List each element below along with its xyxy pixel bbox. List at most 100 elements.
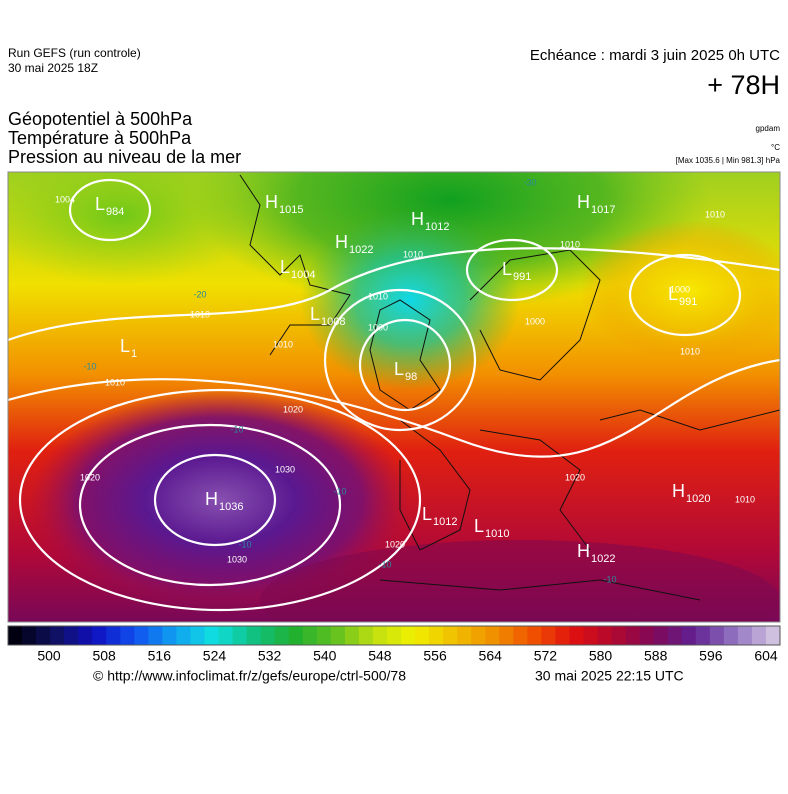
colorbar-swatch — [176, 626, 191, 645]
temperature-label: -10 — [378, 559, 391, 569]
issued-time: 30 mai 2025 22:15 UTC — [535, 668, 684, 684]
isobar-label: 1010 — [368, 291, 388, 301]
colorbar-swatch — [8, 626, 23, 645]
colorbar-tick-label: 580 — [589, 648, 613, 664]
isobar-label: 1010 — [705, 209, 725, 219]
isobar-label: 1010 — [735, 494, 755, 504]
colorbar-swatch — [457, 626, 472, 645]
colorbar-swatch — [120, 626, 135, 645]
colorbar-swatch — [597, 626, 613, 645]
center-kind: L — [668, 284, 678, 304]
colorbar-swatch — [723, 626, 739, 645]
colorbar-frame — [7, 625, 781, 646]
isobar-label: 1004 — [55, 194, 75, 204]
center-value: 991 — [513, 271, 531, 283]
colorbar-swatch — [148, 626, 163, 645]
center-value: 1010 — [485, 528, 509, 540]
colorbar-swatch — [358, 626, 374, 645]
temperature-label: -10 — [603, 574, 616, 584]
isobar-label: 1030 — [227, 554, 247, 564]
colorbar-swatch — [106, 626, 121, 645]
colorbar-swatch — [639, 626, 655, 645]
temperature-label: -10 — [83, 361, 96, 371]
colorbar-swatch — [667, 626, 683, 645]
colorbar-swatch — [92, 626, 107, 645]
temperature-label: -10 — [238, 539, 251, 549]
colorbar-tick-label: 548 — [368, 648, 392, 664]
unit-label: gpdam — [756, 124, 781, 133]
colorbar-tick-label: 532 — [258, 648, 282, 664]
colorbar-tick-label: 596 — [699, 648, 723, 664]
center-value: 991 — [679, 296, 697, 308]
colorbar-tick-label: 524 — [203, 648, 227, 664]
colorbar-swatch — [681, 626, 697, 645]
source-link: © http://www.infoclimat.fr/z/gefs/europe… — [93, 668, 406, 684]
isobar-label: 1010 — [680, 346, 700, 356]
center-kind: L — [502, 259, 512, 279]
center-value: 1008 — [321, 316, 345, 328]
coastlines — [239, 174, 780, 601]
colorbar-swatch — [190, 626, 206, 645]
colorbar-swatch — [513, 626, 528, 645]
colorbar-swatch — [471, 626, 486, 645]
isobar-label: 1010 — [403, 249, 423, 259]
center-value: 1017 — [591, 204, 615, 216]
lead-time: + 78H — [707, 70, 780, 100]
center-kind: H — [672, 481, 685, 501]
colorbar-swatch — [625, 626, 641, 645]
center-kind: H — [411, 209, 424, 229]
center-value: 1004 — [291, 269, 315, 281]
center-kind: H — [205, 489, 218, 509]
center-kind: H — [335, 232, 348, 252]
center-kind: L — [120, 336, 130, 356]
colorbar-swatch — [653, 626, 669, 645]
colorbar-swatch — [36, 626, 51, 645]
run-name: Run GEFS (run controle) — [8, 46, 141, 60]
unit-label: °C — [771, 143, 780, 152]
colorbar-swatch — [737, 626, 753, 645]
colorbar-swatch — [246, 626, 262, 645]
center-kind: L — [95, 194, 105, 214]
colorbar-swatch — [344, 626, 360, 645]
center-kind: L — [394, 359, 404, 379]
colorbar-tick-label: 572 — [534, 648, 558, 664]
center-kind: L — [422, 504, 432, 524]
center-value: 1012 — [425, 221, 449, 233]
colorbar-swatch — [372, 626, 388, 645]
center-kind: H — [265, 192, 278, 212]
map — [8, 172, 780, 622]
center-value: 1036 — [219, 501, 243, 513]
center-kind: H — [577, 541, 590, 561]
colorbar-swatch — [611, 626, 627, 645]
isobar-label: 1010 — [190, 309, 210, 319]
colorbar-swatch — [765, 626, 781, 645]
center-value: 1022 — [591, 553, 615, 565]
colorbar-tick-label: 508 — [92, 648, 116, 664]
isobar-label: 1000 — [525, 316, 545, 326]
colorbar-swatch — [569, 626, 584, 645]
center-value: 1022 — [349, 244, 373, 256]
valid-time: Echéance : mardi 3 juin 2025 0h UTC — [530, 47, 780, 64]
center-kind: L — [280, 257, 290, 277]
temperature-label: -10 — [333, 486, 346, 496]
colorbar-swatch — [232, 626, 248, 645]
field-name: Géopotentiel à 500hPa — [8, 109, 193, 129]
field-name: Température à 500hPa — [8, 128, 192, 148]
colorbar-tick-label: 556 — [423, 648, 447, 664]
colorbar-swatch — [288, 626, 304, 645]
temperature-label: -10 — [230, 424, 243, 434]
colorbar-swatch — [302, 626, 318, 645]
isobars — [8, 178, 780, 612]
colorbar-swatch — [485, 626, 500, 645]
center-value: 1020 — [686, 493, 710, 505]
colorbar-swatch — [316, 626, 332, 645]
colorbar-swatch — [64, 626, 79, 645]
colorbar-tick-label: 540 — [313, 648, 337, 664]
colorbar-swatch — [751, 626, 767, 645]
colorbar-tick-label: 500 — [37, 648, 61, 664]
isobar-label: 1010 — [105, 377, 125, 387]
isobar-label: 1020 — [283, 404, 303, 414]
isobar-label: 1020 — [565, 472, 585, 482]
colorbar-swatch — [429, 626, 444, 645]
